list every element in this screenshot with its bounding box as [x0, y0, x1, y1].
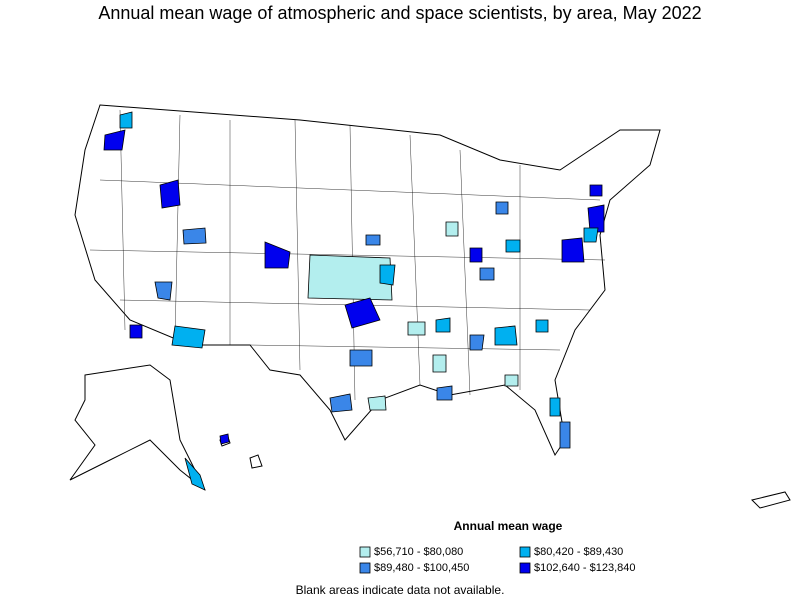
region: [329, 393, 353, 413]
alaska: [69, 364, 206, 491]
region: [469, 247, 483, 263]
puerto-rico: [751, 491, 791, 509]
legend-label: $80,420 - $89,430: [534, 546, 623, 558]
region: [184, 457, 206, 491]
map-title: Annual mean wage of atmospheric and spac…: [98, 3, 701, 23]
region: [344, 297, 381, 329]
region: [561, 237, 585, 263]
region: [469, 334, 485, 351]
legend-swatch: [359, 562, 371, 574]
region: [159, 179, 181, 209]
region: [535, 319, 549, 333]
region: [129, 324, 143, 339]
legend-title: Annual mean wage: [454, 519, 563, 533]
legend: $56,710 - $80,080 $80,420 - $89,430 $89,48…: [359, 546, 636, 574]
note: Blank areas indicate data not available.: [296, 583, 505, 597]
region: [445, 221, 459, 237]
region: [559, 421, 571, 449]
legend-swatch: [519, 562, 531, 574]
region: [103, 129, 126, 151]
region: [307, 254, 393, 301]
region: [119, 111, 133, 129]
region: [365, 234, 381, 246]
hawaii-island: [249, 454, 263, 469]
legend-swatch: [359, 546, 371, 558]
region: [264, 241, 291, 269]
region: [495, 201, 509, 215]
region: [549, 397, 561, 417]
legend-label: $102,640 - $123,840: [534, 562, 636, 574]
legend-swatch: [519, 546, 531, 558]
region: [379, 264, 396, 286]
region: [154, 281, 173, 301]
region: [504, 374, 519, 387]
region: [349, 349, 373, 367]
region: [171, 325, 206, 349]
regions: [103, 111, 605, 491]
region: [407, 321, 426, 336]
legend-label: $56,710 - $80,080: [374, 546, 463, 558]
region: [436, 385, 453, 401]
region: [505, 239, 521, 253]
region: [435, 317, 451, 333]
legend-label: $89,480 - $100,450: [374, 562, 469, 574]
region: [587, 204, 605, 233]
region: [367, 395, 387, 411]
map: [69, 104, 791, 509]
region: [219, 433, 230, 445]
region: [432, 354, 447, 373]
region: [479, 267, 495, 281]
region: [494, 325, 518, 346]
region: [182, 227, 207, 245]
region: [589, 184, 603, 197]
region: [583, 227, 599, 243]
